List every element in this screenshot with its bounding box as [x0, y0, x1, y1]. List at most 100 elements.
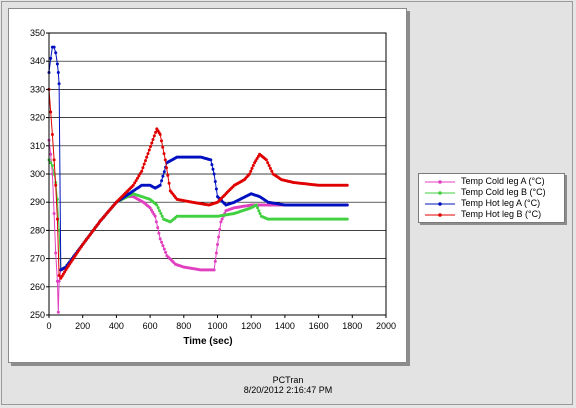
plot-border	[48, 32, 387, 316]
data-point	[249, 169, 253, 173]
legend-entry: Temp Cold leg B (°C)	[423, 187, 561, 198]
data-point	[160, 179, 164, 183]
legend-entry: Temp Hot leg A (°C)	[423, 198, 561, 209]
data-point	[214, 251, 218, 255]
data-point	[220, 217, 224, 221]
data-point	[140, 169, 144, 173]
data-point	[144, 159, 147, 163]
data-point	[146, 152, 150, 156]
x-tick-label: 1000	[207, 321, 227, 331]
data-point	[266, 161, 270, 165]
legend-swatch	[425, 213, 455, 217]
data-point	[219, 220, 223, 224]
data-point	[210, 163, 214, 167]
series-3	[47, 87, 349, 280]
data-point	[160, 214, 164, 218]
data-point	[250, 166, 254, 170]
data-point	[217, 235, 221, 239]
data-point	[154, 220, 158, 224]
data-point	[159, 212, 163, 215]
series-line	[48, 140, 348, 313]
legend-swatch	[425, 180, 455, 184]
y-tick-label: 290	[30, 197, 45, 207]
plot-area-card: 250 260 270 280 290 300 310 320 330 340 350 0 200 400…	[8, 8, 407, 363]
legend-entry: Temp Cold leg A (°C)	[423, 176, 561, 187]
grid-layer	[49, 32, 386, 316]
data-point	[270, 169, 274, 173]
y-tick-label: 260	[30, 282, 45, 292]
data-point	[345, 203, 349, 207]
data-point	[158, 237, 162, 241]
x-tick-label: 600	[143, 321, 158, 331]
data-point	[213, 259, 217, 263]
data-point	[161, 174, 165, 178]
data-point	[57, 228, 61, 232]
data-point	[267, 164, 271, 167]
data-point	[149, 145, 152, 148]
x-tick-label: 2000	[376, 321, 396, 331]
data-point	[345, 183, 349, 187]
data-point	[212, 172, 216, 176]
data-point	[218, 228, 222, 231]
data-point	[256, 206, 259, 210]
y-tick-label: 320	[30, 113, 45, 123]
data-point	[162, 170, 166, 174]
x-tick-label: 800	[176, 321, 191, 331]
data-point	[162, 247, 166, 251]
x-tick-label: 400	[109, 321, 124, 331]
data-point	[156, 206, 160, 210]
data-point	[158, 183, 162, 187]
axis-layer: 250 260 270 280 290 300 310 320 330 340 350 0 200 400…	[30, 28, 396, 331]
data-point	[152, 134, 156, 138]
data-point	[158, 133, 162, 136]
y-tick-label: 280	[30, 225, 45, 235]
data-point	[268, 166, 272, 170]
y-tick-label: 310	[30, 141, 45, 151]
data-point	[54, 251, 58, 255]
data-point	[157, 231, 161, 235]
data-point	[145, 155, 149, 159]
x-tick-label: 1800	[342, 321, 362, 331]
data-point	[212, 268, 216, 272]
data-point	[258, 212, 262, 215]
data-point	[264, 158, 268, 162]
data-point	[133, 181, 137, 185]
y-tick-label: 270	[30, 254, 45, 264]
data-point	[52, 158, 56, 162]
data-point	[345, 217, 349, 221]
data-point	[57, 274, 61, 277]
data-point	[158, 209, 161, 213]
series-layer	[47, 45, 349, 314]
data-point	[161, 145, 165, 149]
data-point	[150, 141, 154, 145]
data-point	[151, 138, 155, 141]
legend-label: Temp Cold leg A (°C)	[461, 176, 545, 186]
data-point	[162, 152, 166, 156]
data-point	[138, 172, 142, 175]
data-point	[141, 166, 145, 170]
footer-timestamp: 8/20/2012 2:16:47 PM	[243, 385, 333, 395]
data-point	[49, 152, 53, 156]
data-point	[214, 187, 218, 191]
data-point	[50, 164, 54, 167]
y-tick-label: 250	[30, 310, 45, 320]
data-point	[49, 56, 53, 60]
data-point	[55, 217, 59, 221]
data-point	[148, 206, 152, 210]
legend-swatch	[425, 191, 455, 195]
series-line	[48, 159, 348, 271]
data-point	[257, 209, 261, 213]
data-point	[248, 172, 251, 176]
data-point	[56, 71, 60, 74]
x-tick-label: 200	[75, 321, 90, 331]
data-point	[57, 279, 61, 283]
data-point	[166, 173, 170, 177]
data-point	[52, 212, 56, 215]
data-point	[49, 110, 53, 114]
data-point	[213, 180, 217, 183]
data-point	[156, 226, 160, 230]
data-point	[49, 161, 53, 165]
y-tick-label: 300	[30, 169, 45, 179]
data-point	[155, 203, 159, 207]
x-tick-label: 1600	[309, 321, 329, 331]
